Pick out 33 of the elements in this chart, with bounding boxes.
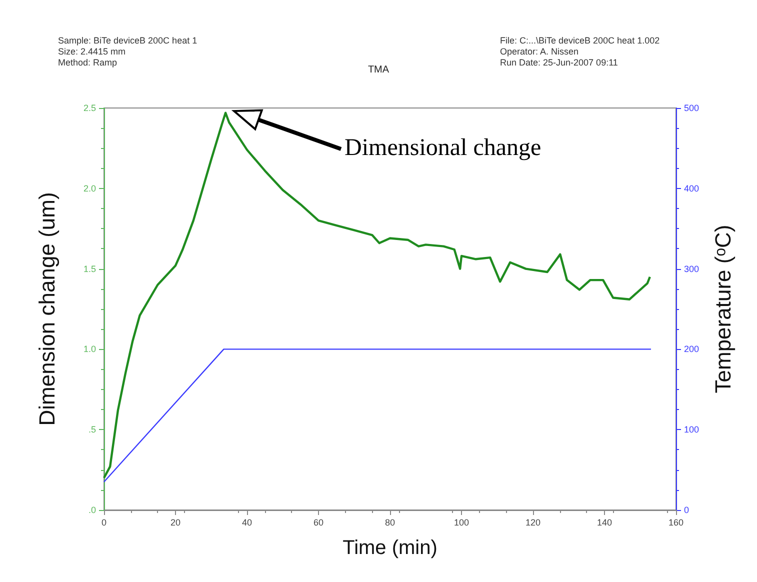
x-tick-label: 80 [384,518,396,528]
line-series [102,112,652,479]
y2-tick-label: 400 [684,183,700,194]
y2-tick-label: 0 [684,505,690,515]
y2-tick-label: 300 [684,264,700,274]
x-tick-label: 120 [525,518,541,528]
y-axis-title: Dimension change (um) [34,192,60,426]
x-tick-label: 60 [313,518,324,528]
y-tick-label: .5 [88,424,96,435]
x-tick-label: 0 [101,518,107,528]
y2-tick-label: 100 [684,424,700,435]
y-tick-label: 2.5 [83,103,96,113]
y2-tick-label: 200 [684,344,700,354]
x-tick-label: 140 [596,518,612,528]
y-tick-label: .0 [88,505,96,515]
y-tick-label: 2.0 [83,183,96,194]
text: Method: Ramp [58,58,118,68]
x-tick-label: 20 [170,518,181,528]
text: Size: 2.4415 mm [58,46,126,56]
x-tick-label: 40 [242,518,252,528]
y2-axis-title: Temperature (ᵒC) [710,224,736,394]
y-tick-label: 1.5 [83,264,96,274]
x-tick-label: 160 [668,518,684,528]
text: Operator: A. Nissen [500,46,579,56]
text: File: C:...\BiTe deviceB 200C heat 1.002 [500,36,660,46]
y-tick-label: 1.0 [83,344,96,354]
y2-tick-label: 500 [684,103,700,113]
chart-title: TMA [368,64,390,76]
annotation: Dimensional change [344,134,542,162]
x-axis-title: Time (min) [342,537,438,559]
text: Run Date: 25-Jun-2007 09:11 [500,58,618,68]
x-tick-label: 100 [454,518,470,528]
text: Sample: BiTe deviceB 200C heat 1 [58,36,198,46]
